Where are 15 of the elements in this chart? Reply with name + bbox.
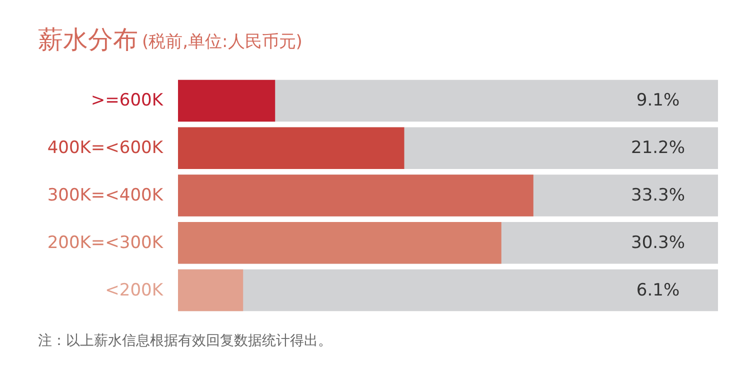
y-tick-label: <200K <box>105 280 164 300</box>
data-label: 6.1% <box>636 280 680 300</box>
chart-title: 薪水分布 <box>38 25 138 54</box>
bar <box>178 269 244 312</box>
data-label: 30.3% <box>630 232 686 253</box>
data-label: 9.1% <box>636 90 680 111</box>
text: 注：以上薪水信息根据有效回复数据统计得出。 <box>38 333 332 349</box>
y-tick-label: 200K=<300K <box>47 232 164 253</box>
chart-subtitle: (税前,单位:人民币元) <box>142 32 302 52</box>
data-label: 33.3% <box>630 186 686 206</box>
data-label: 21.2% <box>630 138 686 158</box>
y-tick-label: >=600K <box>90 90 164 111</box>
y-tick-label: 400K=<600K <box>47 138 164 158</box>
bar <box>178 80 276 122</box>
y-tick-label: 300K=<400K <box>47 186 164 206</box>
